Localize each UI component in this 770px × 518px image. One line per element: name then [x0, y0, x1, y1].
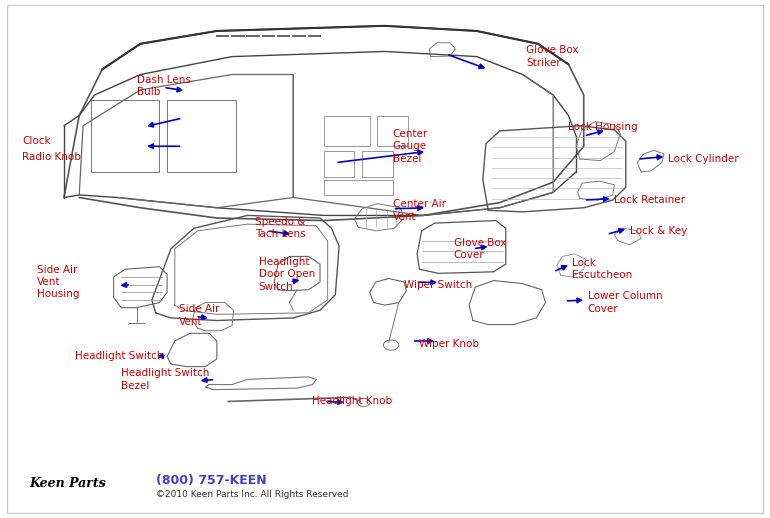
Text: Dash Lens
Bulb: Dash Lens Bulb	[136, 75, 190, 97]
Text: Headlight Switch: Headlight Switch	[75, 351, 164, 362]
Text: Headlight Knob: Headlight Knob	[313, 396, 393, 407]
Text: Lock
Escutcheon: Lock Escutcheon	[572, 258, 632, 280]
Bar	[91, 100, 159, 172]
Text: Headlight Switch
Bezel: Headlight Switch Bezel	[121, 368, 209, 391]
Bar	[324, 151, 354, 177]
Text: Center
Gauge
Bezel: Center Gauge Bezel	[393, 129, 428, 164]
Text: Speedo &
Tach Lens: Speedo & Tach Lens	[255, 217, 306, 239]
Text: Center Air
Vent: Center Air Vent	[393, 199, 446, 222]
Text: Glove Box
Striker: Glove Box Striker	[527, 46, 579, 68]
Bar	[362, 151, 393, 177]
Text: Lock Retainer: Lock Retainer	[614, 195, 685, 205]
Text: Lock Housing: Lock Housing	[568, 122, 638, 132]
Bar	[324, 180, 393, 195]
Text: Headlight
Door Open
Switch: Headlight Door Open Switch	[259, 257, 315, 292]
Text: Side Air
Vent
Housing: Side Air Vent Housing	[37, 265, 79, 299]
Bar	[167, 100, 236, 172]
Text: ©2010 Keen Parts Inc. All Rights Reserved: ©2010 Keen Parts Inc. All Rights Reserve…	[156, 490, 348, 499]
Text: Wiper Knob: Wiper Knob	[420, 339, 480, 349]
Bar	[324, 116, 370, 146]
Text: Side Air
Vent: Side Air Vent	[179, 304, 219, 326]
Text: Keen Parts: Keen Parts	[29, 477, 106, 490]
Text: Lock & Key: Lock & Key	[630, 226, 687, 236]
Text: (800) 757-KEEN: (800) 757-KEEN	[156, 474, 266, 487]
Text: Lock Cylinder: Lock Cylinder	[668, 154, 738, 164]
Bar	[377, 116, 408, 146]
Text: Radio Knob: Radio Knob	[22, 151, 81, 162]
Text: Glove Box
Cover: Glove Box Cover	[454, 238, 507, 260]
Text: Clock: Clock	[22, 136, 51, 146]
Text: Lower Column
Cover: Lower Column Cover	[588, 291, 662, 314]
Text: Wiper Switch: Wiper Switch	[404, 280, 472, 290]
